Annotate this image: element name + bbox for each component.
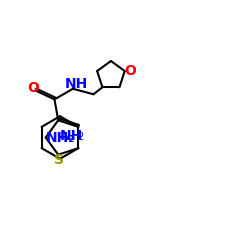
Text: S: S	[54, 153, 64, 167]
Text: O: O	[27, 81, 39, 95]
Text: NH₂: NH₂	[46, 130, 75, 144]
Text: $_2$: $_2$	[77, 129, 84, 143]
Text: NH: NH	[65, 77, 88, 91]
Text: NH: NH	[60, 129, 83, 143]
Text: O: O	[124, 64, 136, 78]
